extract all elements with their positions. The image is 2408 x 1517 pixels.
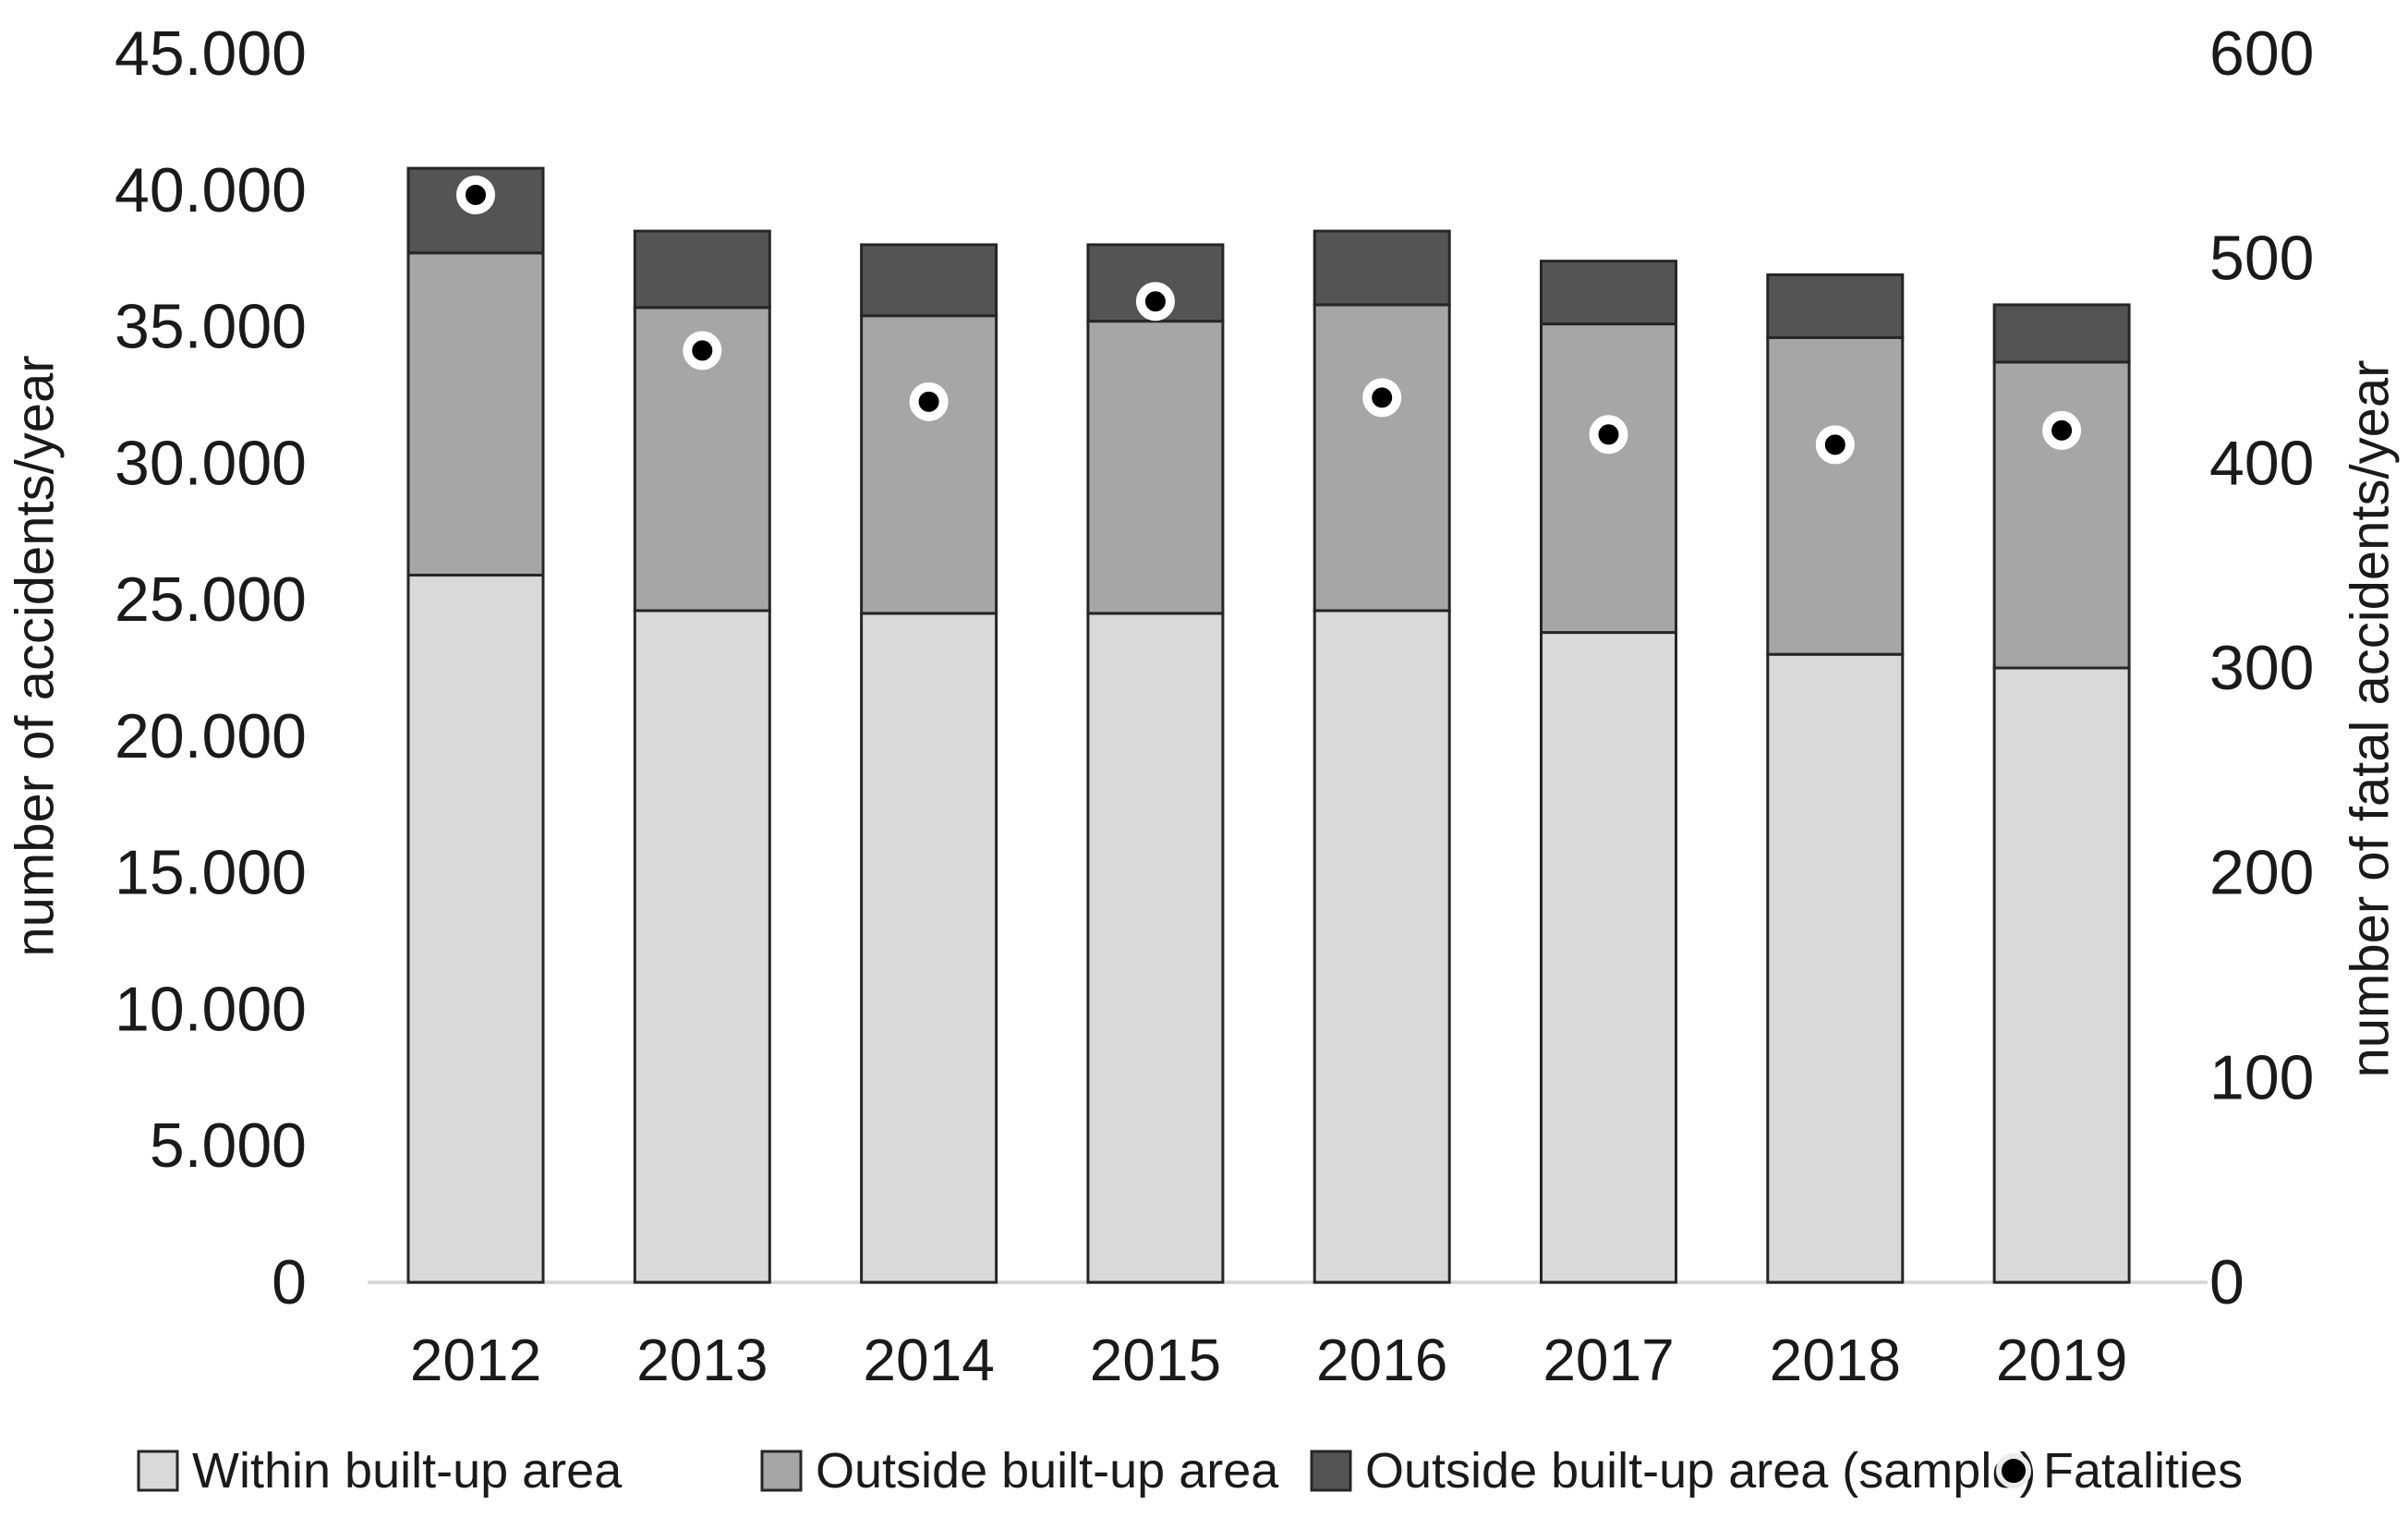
right-axis-tick-label: 100: [2209, 1042, 2314, 1112]
fatalities-dot-2019: [2042, 410, 2082, 450]
right-axis-title: number of fatal accidents/year: [2341, 360, 2401, 1078]
left-axis-tick-label: 10.000: [115, 974, 307, 1044]
x-axis-category-label: 2013: [636, 1327, 768, 1393]
legend-label: Outside built-up area (sample): [1365, 1443, 2036, 1499]
right-axis-tick-label: 600: [2209, 18, 2314, 89]
legend-label: Fatalities: [2043, 1443, 2243, 1499]
fatalities-dot-2012: [456, 175, 495, 214]
bar-segment-2013-series0: [633, 609, 771, 1284]
fatalities-dot-2014: [909, 382, 949, 421]
x-axis-category-label: 2012: [410, 1327, 541, 1393]
left-axis-tick-label: 40.000: [115, 155, 307, 225]
bar-group-2018: [1766, 273, 1905, 1284]
x-axis-category-label: 2019: [1996, 1327, 2127, 1393]
bar-segment-2012-series0: [406, 574, 545, 1284]
x-axis-category-label: 2017: [1543, 1327, 1674, 1393]
left-axis-tick-label: 5.000: [150, 1110, 307, 1181]
right-axis-tick-label: 300: [2209, 633, 2314, 703]
right-axis-tick-label: 0: [2209, 1247, 2245, 1317]
fatalities-dot-2018: [1815, 425, 1855, 465]
legend-swatch-icon: [760, 1450, 803, 1492]
left-axis-tick-label: 45.000: [115, 18, 307, 89]
legend-dot-icon: [1996, 1453, 2031, 1488]
left-axis-tick-label: 35.000: [115, 292, 307, 362]
fatalities-dot-2015: [1135, 282, 1175, 322]
bar-group-2016: [1313, 229, 1451, 1284]
right-axis-tick-label: 200: [2209, 838, 2314, 908]
bar-segment-2018-series1: [1766, 335, 1905, 656]
bar-segment-2015-series0: [1086, 612, 1225, 1284]
bar-group-2012: [406, 166, 545, 1284]
fatalities-dot-2017: [1589, 415, 1628, 455]
fatalities-dot-2013: [683, 331, 722, 370]
bar-segment-2014-series2: [860, 243, 998, 318]
bar-group-2019: [1992, 303, 2131, 1284]
right-axis-tick-label: 500: [2209, 224, 2314, 294]
x-axis-category-label: 2014: [863, 1327, 994, 1393]
bar-segment-2017-series1: [1540, 322, 1677, 635]
bar-group-2017: [1540, 260, 1677, 1284]
left-axis-tick-label: 20.000: [115, 701, 307, 771]
bar-segment-2019-series0: [1992, 666, 2131, 1284]
x-axis-category-label: 2015: [1090, 1327, 1221, 1393]
bar-segment-2018-series0: [1766, 652, 1905, 1284]
bar-group-2013: [633, 229, 771, 1284]
bar-segment-2012-series1: [406, 251, 545, 577]
left-axis-tick-label: 15.000: [115, 838, 307, 908]
bar-segment-2017-series2: [1540, 260, 1677, 326]
legend-label: Within built-up area: [192, 1443, 623, 1499]
left-axis-tick-label: 30.000: [115, 428, 307, 498]
x-axis-category-label: 2016: [1316, 1327, 1447, 1393]
bar-segment-2019-series1: [1992, 360, 2131, 670]
left-axis-tick-label: 25.000: [115, 564, 307, 635]
bar-segment-2014-series0: [860, 612, 998, 1284]
bar-segment-2018-series2: [1766, 273, 1905, 339]
bar-segment-2016-series0: [1313, 609, 1451, 1284]
bar-segment-2015-series1: [1086, 320, 1225, 615]
legend-swatch-icon: [137, 1450, 179, 1492]
legend: Within built-up area Outside built-up are…: [137, 1443, 2243, 1499]
bar-group-2015: [1086, 243, 1225, 1284]
left-axis-title: number of accidents/year: [6, 355, 66, 956]
bar-segment-2013-series2: [633, 229, 771, 309]
x-axis-category-label: 2018: [1770, 1327, 1901, 1393]
bar-segment-2017-series0: [1540, 631, 1677, 1284]
legend-label: Outside built-up area: [816, 1443, 1279, 1499]
legend-swatch-icon: [1310, 1450, 1352, 1492]
bar-segment-2019-series2: [1992, 303, 2131, 364]
bar-segment-2016-series1: [1313, 303, 1451, 613]
left-axis-tick-label: 0: [272, 1247, 307, 1317]
right-axis-tick-label: 400: [2209, 428, 2314, 498]
bar-segment-2014-series1: [860, 314, 998, 615]
fatalities-dot-2016: [1362, 378, 1402, 418]
bar-group-2014: [860, 243, 998, 1284]
bar-segment-2016-series2: [1313, 229, 1451, 307]
